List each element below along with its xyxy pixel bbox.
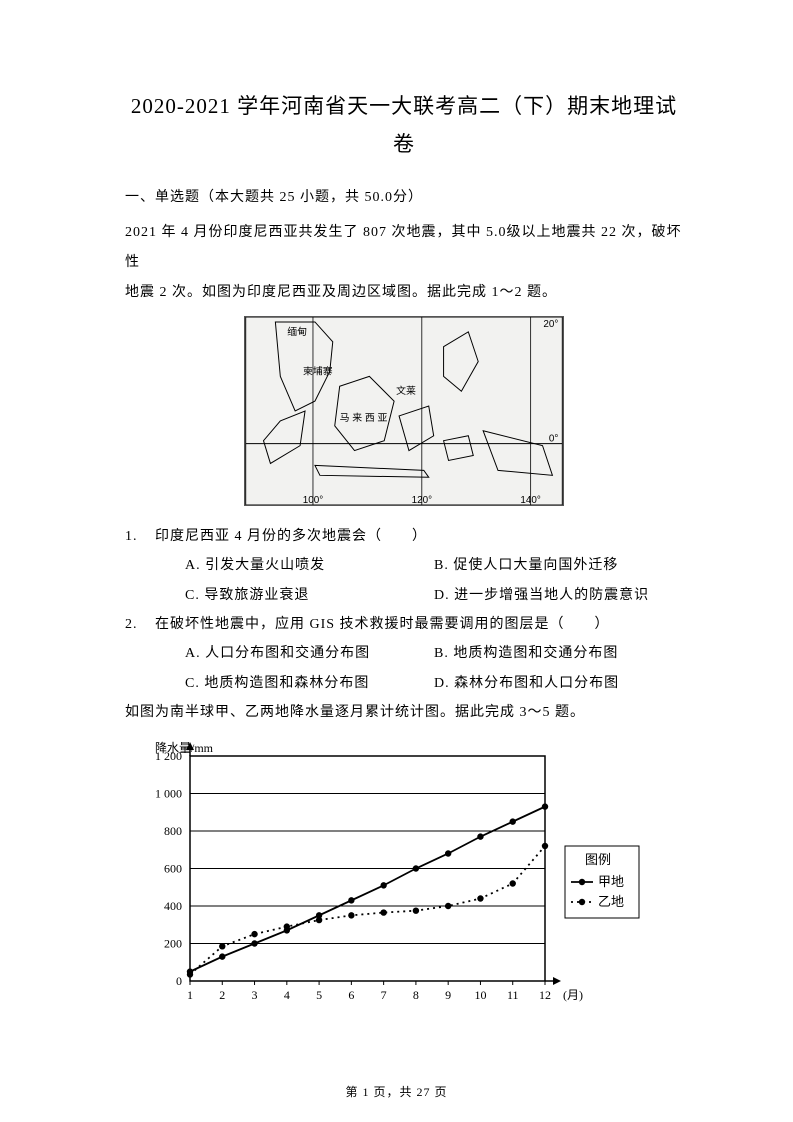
svg-text:乙地: 乙地 (598, 894, 624, 909)
q2-text: 在破坏性地震中，应用 GIS 技术救援时最需要调用的图层是（ ） (155, 610, 683, 639)
svg-text:甲地: 甲地 (598, 874, 624, 889)
q2-options: A. 人口分布图和交通分布图 B. 地质构造图和交通分布图 C. 地质构造图和森… (185, 639, 683, 698)
svg-text:400: 400 (164, 899, 182, 913)
q1-options: A. 引发大量火山喷发 B. 促使人口大量向国外迁移 C. 导致旅游业衰退 D.… (185, 551, 683, 610)
q2-option-a: A. 人口分布图和交通分布图 (185, 639, 434, 668)
q1-option-d: D. 进一步增强当地人的防震意识 (434, 581, 683, 610)
svg-text:140°: 140° (520, 495, 540, 505)
svg-text:柬埔寨: 柬埔寨 (303, 364, 333, 377)
svg-text:8: 8 (413, 988, 419, 1002)
svg-text:图例: 图例 (585, 852, 611, 867)
svg-text:200: 200 (164, 937, 182, 951)
svg-text:800: 800 (164, 824, 182, 838)
svg-text:0: 0 (176, 974, 182, 988)
question-1: 1. 印度尼西亚 4 月份的多次地震会（ ） (125, 522, 683, 551)
svg-text:10: 10 (474, 988, 486, 1002)
svg-text:(月): (月) (563, 988, 583, 1002)
svg-text:6: 6 (348, 988, 354, 1002)
title-line-1: 2020-2021 学年河南省天一大联考高二（下）期末地理试 (131, 94, 677, 118)
svg-text:7: 7 (381, 988, 387, 1002)
q2-option-b: B. 地质构造图和交通分布图 (434, 639, 683, 668)
passage-1-line-1: 2021 年 4 月份印度尼西亚共发生了 807 次地震，其中 5.0级以上地震… (125, 225, 682, 270)
svg-text:降水量/mm: 降水量/mm (155, 741, 214, 755)
q1-option-b: B. 促使人口大量向国外迁移 (434, 551, 683, 580)
svg-text:120°: 120° (412, 495, 432, 505)
section-heading: 一、单选题（本大题共 25 小题，共 50.0分） (125, 186, 683, 206)
q1-option-c: C. 导致旅游业衰退 (185, 581, 434, 610)
q2-option-d: D. 森林分布图和人口分布图 (434, 669, 683, 698)
svg-text:3: 3 (252, 988, 258, 1002)
svg-text:100°: 100° (303, 495, 323, 505)
svg-text:1: 1 (187, 988, 193, 1002)
q2-option-c: C. 地质构造图和森林分布图 (185, 669, 434, 698)
svg-text:9: 9 (445, 988, 451, 1002)
svg-text:马 来 西 亚: 马 来 西 亚 (340, 412, 388, 424)
passage-1-line-2: 地震 2 次。如图为印度尼西亚及周边区域图。据此完成 1～2 题。 (125, 285, 557, 300)
svg-text:11: 11 (507, 988, 519, 1002)
title-line-2: 卷 (393, 132, 415, 156)
q1-option-a: A. 引发大量火山喷发 (185, 551, 434, 580)
svg-text:2: 2 (219, 988, 225, 1002)
exam-title: 2020-2021 学年河南省天一大联考高二（下）期末地理试 卷 (125, 88, 683, 164)
q2-number: 2. (125, 610, 155, 639)
svg-text:5: 5 (316, 988, 322, 1002)
map-container: 100° 120° 140° 20° 0° 缅甸 柬埔寨 文莱 马 来 西 亚 (125, 316, 683, 510)
svg-text:20°: 20° (543, 319, 558, 330)
q1-number: 1. (125, 522, 155, 551)
svg-text:4: 4 (284, 988, 290, 1002)
question-2: 2. 在破坏性地震中，应用 GIS 技术救援时最需要调用的图层是（ ） (125, 610, 683, 639)
svg-text:12: 12 (539, 988, 551, 1002)
passage-1: 2021 年 4 月份印度尼西亚共发生了 807 次地震，其中 5.0级以上地震… (125, 218, 683, 308)
svg-text:0°: 0° (549, 434, 558, 445)
passage-2: 如图为南半球甲、乙两地降水量逐月累计统计图。据此完成 3～5 题。 (125, 698, 683, 728)
page-footer: 第 1 页，共 27 页 (0, 1083, 793, 1100)
indonesia-map: 100° 120° 140° 20° 0° 缅甸 柬埔寨 文莱 马 来 西 亚 (244, 316, 564, 506)
svg-text:600: 600 (164, 862, 182, 876)
q1-text: 印度尼西亚 4 月份的多次地震会（ ） (155, 522, 683, 551)
svg-text:文莱: 文莱 (396, 384, 416, 397)
precipitation-chart: 02004006008001 0001 200123456789101112(月… (125, 736, 645, 1016)
svg-text:缅甸: 缅甸 (287, 325, 307, 338)
svg-text:1 000: 1 000 (155, 787, 182, 801)
